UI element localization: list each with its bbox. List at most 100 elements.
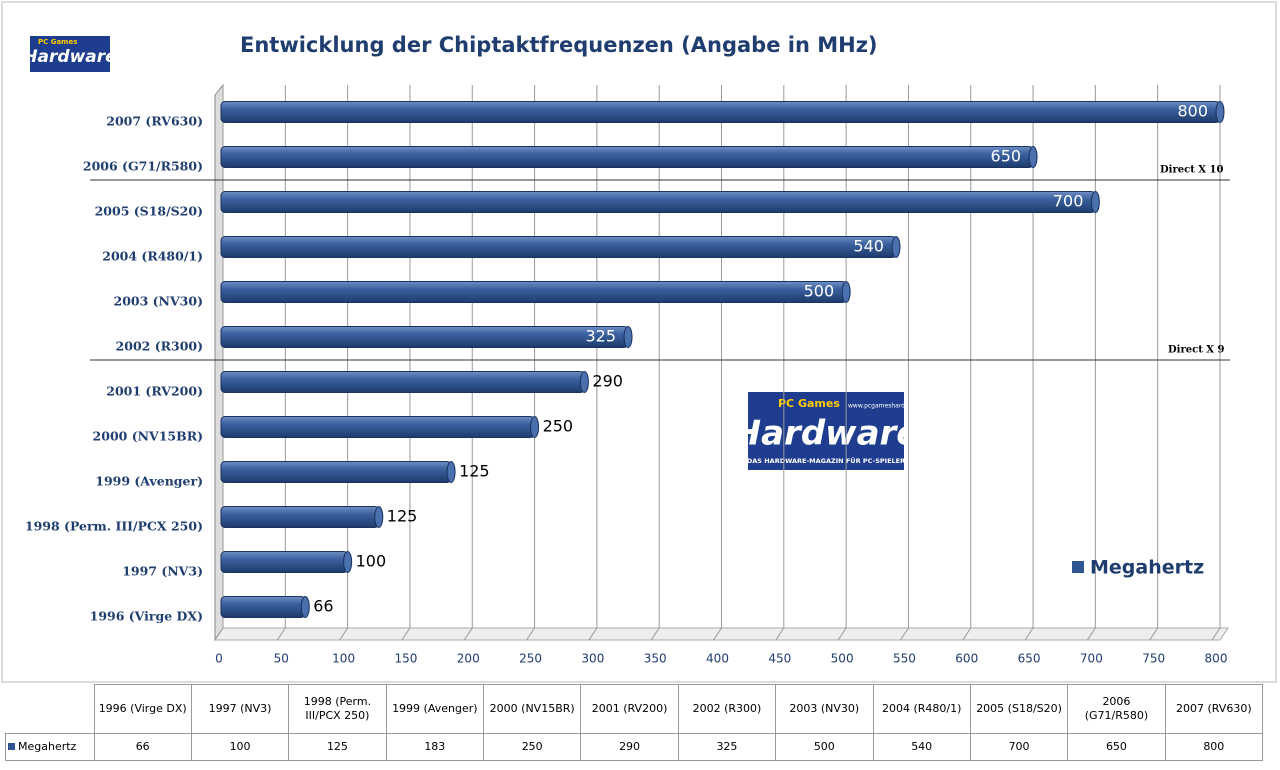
bar-cap [579, 371, 589, 393]
y-tick-label: 2001 (RV200) [106, 384, 203, 399]
grid-line [526, 85, 536, 641]
grid-line [775, 85, 785, 641]
table-cell: 250 [482, 733, 582, 761]
x-tick-label: 650 [1018, 652, 1041, 666]
logo-brand: Hardware [23, 47, 116, 67]
table-header: 2005 (S18/S20) [969, 684, 1069, 734]
table-header: 2006 (G71/R580) [1067, 684, 1166, 734]
x-tick-label: 700 [1080, 652, 1103, 666]
x-tick-label: 400 [706, 652, 729, 666]
x-tick-label: 50 [274, 652, 289, 666]
data-label: 800 [1177, 102, 1208, 121]
table-series-name: Megahertz [18, 740, 77, 753]
data-label: 100 [356, 552, 387, 571]
data-label: 290 [592, 372, 623, 391]
logo-box [30, 36, 110, 72]
y-tick-label: 2007 (RV630) [106, 114, 203, 129]
annotation: Direct X 9 [1168, 345, 1225, 356]
data-label: 700 [1053, 192, 1084, 211]
table-cell: 500 [775, 733, 874, 761]
grid-line [1086, 85, 1096, 641]
table-header: 1998 (Perm. III/PCX 250) [288, 684, 387, 734]
y-tick-label: 2006 (G71/R580) [83, 159, 203, 174]
x-tick-label: 550 [893, 652, 916, 666]
bar [220, 236, 897, 258]
data-label: 250 [543, 417, 574, 436]
bar [220, 281, 847, 303]
grid-line [1211, 85, 1221, 641]
y-tick-label: 2005 (S18/S20) [95, 204, 203, 219]
big-logo: PC Games www.pcgameshardware.de Hardware… [733, 392, 929, 470]
data-label: 125 [387, 507, 418, 526]
x-tick-label: 350 [644, 652, 667, 666]
legend-label: Megahertz [1090, 557, 1204, 579]
grid-line [713, 85, 722, 641]
x-tick-label: 600 [955, 652, 978, 666]
data-label: 66 [313, 597, 333, 616]
data-label: 650 [991, 147, 1022, 166]
grid-line [276, 85, 286, 641]
y-tick-label: 1997 (NV3) [122, 564, 203, 579]
grid-line [588, 85, 598, 641]
x-tick-label: 500 [831, 652, 854, 666]
table-cell: 650 [1067, 733, 1166, 761]
grid-line [339, 85, 349, 641]
table-corner [5, 684, 95, 734]
y-tick-label: 2000 (NV15BR) [93, 429, 203, 444]
bar [220, 371, 585, 393]
data-label: 325 [585, 327, 616, 346]
table-cell: 700 [969, 733, 1069, 761]
x-tick-label: 0 [215, 652, 223, 666]
bar-cap [374, 506, 384, 528]
y-tick-label: 2003 (NV30) [114, 294, 204, 309]
table-header: 2007 (RV630) [1164, 684, 1264, 734]
table-header: 2000 (NV15BR) [482, 684, 582, 734]
frame [1, 1, 1277, 683]
logo-brand: Hardware [733, 414, 920, 454]
logo-box [748, 392, 904, 470]
table-header: 1997 (NV3) [190, 684, 290, 734]
legend-swatch [1072, 561, 1084, 573]
bar [220, 326, 629, 348]
bar-cap [300, 596, 310, 618]
x-tick-label: 250 [519, 652, 542, 666]
data-label: 500 [804, 282, 835, 301]
logo-prefix: PC Games [38, 38, 77, 46]
data-table: 1996 (Virge DX) 1997 (NV3) 1998 (Perm. III… [5, 684, 1264, 761]
grid-line [214, 85, 224, 641]
bar-cap [1090, 191, 1100, 213]
table-header: 2001 (RV200) [580, 684, 679, 734]
table-cell: 66 [93, 733, 192, 761]
table-swatch [8, 743, 15, 750]
grid-line [962, 85, 972, 641]
bar [220, 506, 380, 528]
y-tick-label: 1999 (Avenger) [95, 474, 203, 489]
table-header-row: 1996 (Virge DX) 1997 (NV3) 1998 (Perm. III… [5, 684, 1264, 734]
y-tick-label: 2002 (R300) [116, 339, 203, 354]
table-cell: 540 [872, 733, 971, 761]
bar-cap [1215, 101, 1225, 123]
bar [220, 146, 1034, 168]
bar-cap [446, 461, 456, 483]
logo-tagline: DAS HARDWARE-MAGAZIN FÜR PC-SPIELER [747, 456, 905, 465]
bar-cap [623, 326, 633, 348]
table-cell: 325 [677, 733, 777, 761]
bar [220, 416, 536, 438]
table-header: 2003 (NV30) [775, 684, 874, 734]
y-tick-label: 2004 (R480/1) [102, 249, 203, 264]
x-tick-label: 200 [457, 652, 480, 666]
table-row-header: Megahertz [5, 733, 95, 761]
table-header: 1999 (Avenger) [385, 684, 485, 734]
grid-line [900, 85, 909, 641]
bar-cap [530, 416, 540, 438]
table-cell: 125 [288, 733, 387, 761]
bar-cap [841, 281, 851, 303]
bar [220, 596, 306, 618]
bar [220, 101, 1221, 123]
table-cell: 290 [580, 733, 679, 761]
table-header: 2004 (R480/1) [872, 684, 971, 734]
floor [214, 627, 1229, 641]
logo-url: www.pcgameshardware.de [848, 403, 929, 410]
grid-line [837, 85, 847, 641]
